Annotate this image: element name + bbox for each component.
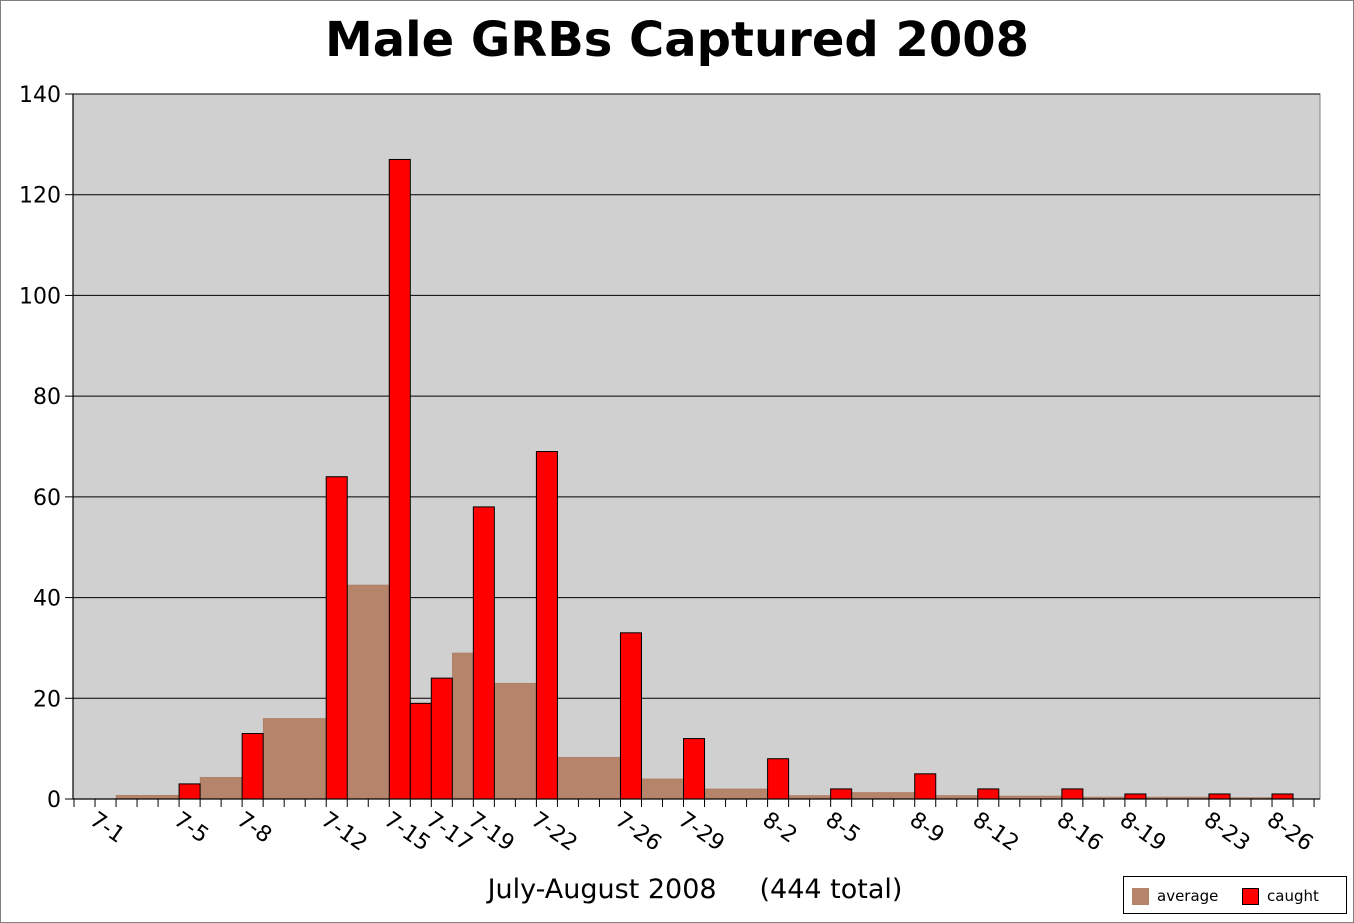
legend-swatch-average <box>1132 887 1149 905</box>
y-tick-label: 80 <box>33 385 61 410</box>
bar-average <box>346 584 390 800</box>
x-tick-label: 7-12 <box>316 807 371 856</box>
bar-caught <box>767 758 790 800</box>
bar-caught <box>535 451 558 800</box>
bar-caught <box>241 733 264 800</box>
x-tick-label: 8-19 <box>1115 807 1170 856</box>
bar-caught <box>388 158 411 800</box>
plot-area <box>72 93 1321 800</box>
x-tick-label: 7-8 <box>232 807 276 848</box>
legend: average caught <box>1123 876 1347 914</box>
x-tick-label: 7-29 <box>674 807 729 856</box>
bar-caught <box>619 632 642 800</box>
bar-caught <box>683 738 706 800</box>
bar-average <box>199 777 243 800</box>
y-tick-label: 20 <box>33 687 61 712</box>
bar-caught <box>178 783 201 800</box>
bar-average <box>704 788 768 800</box>
x-tick-label: 7-1 <box>85 807 129 848</box>
bar-average <box>262 718 327 800</box>
bar-caught <box>914 773 937 800</box>
x-tick-label: 7-26 <box>611 807 666 856</box>
x-axis-label: July-August 2008 (444 total) <box>487 874 903 905</box>
y-tick-label: 120 <box>19 184 61 209</box>
bar-caught <box>1061 788 1084 800</box>
x-tick-label: 8-23 <box>1199 807 1254 856</box>
y-tick-label: 140 <box>19 83 61 108</box>
x-tick-label: 7-5 <box>169 807 213 848</box>
x-tick-label: 7-19 <box>463 807 518 856</box>
x-tick-label: 8-5 <box>821 807 865 848</box>
x-tick-label: 7-17 <box>421 807 476 856</box>
y-tick-label: 100 <box>19 284 61 309</box>
x-tick-label: 8-9 <box>905 807 949 848</box>
legend-label-caught: caught <box>1267 887 1319 905</box>
x-tick-label: 8-2 <box>758 807 802 848</box>
bar-caught <box>409 702 432 800</box>
bar-caught <box>1271 793 1294 800</box>
legend-item-caught: caught <box>1242 887 1319 905</box>
bar-caught <box>830 788 853 800</box>
bar-average <box>494 682 537 800</box>
x-tick-label: 8-16 <box>1052 807 1107 856</box>
x-tick-label: 7-15 <box>379 807 434 856</box>
bar-average <box>641 778 684 800</box>
y-tick-label: 0 <box>47 788 61 813</box>
y-tick-label: 40 <box>33 587 61 612</box>
bar-caught <box>325 476 348 800</box>
x-tick-label: 7-22 <box>526 807 581 856</box>
bar-caught <box>430 677 453 800</box>
bar-caught <box>1208 793 1231 800</box>
x-tick-label: 8-26 <box>1262 807 1317 856</box>
chart-title: Male GRBs Captured 2008 <box>324 12 1030 68</box>
bar-caught <box>472 506 495 800</box>
bar-average <box>557 756 621 800</box>
x-tick-label: 8-12 <box>968 807 1023 856</box>
bar-average <box>452 652 474 800</box>
legend-label-average: average <box>1157 887 1219 905</box>
legend-swatch-caught <box>1242 887 1259 905</box>
legend-item-average: average <box>1132 887 1218 905</box>
bar-caught <box>977 788 1000 800</box>
bar-caught <box>1124 793 1147 800</box>
y-tick-label: 60 <box>33 486 61 511</box>
bar-average <box>851 792 915 800</box>
